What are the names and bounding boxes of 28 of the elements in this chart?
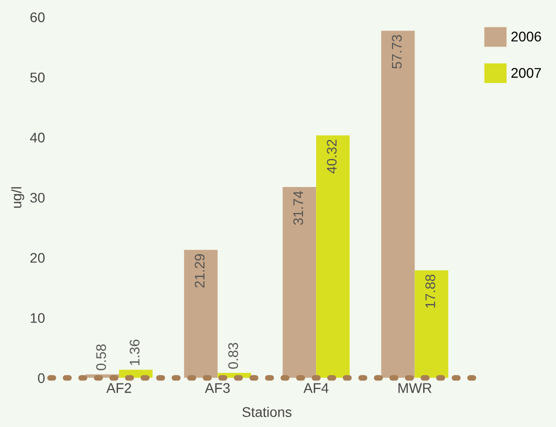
- y-tick-label: 50: [30, 72, 45, 82]
- data-label: 0.58: [96, 344, 106, 370]
- bar: [184, 250, 218, 378]
- y-axis-title: ug/l: [11, 187, 24, 208]
- bar: [316, 135, 350, 378]
- bar: [381, 30, 415, 378]
- x-tick-label: MWR: [398, 383, 432, 393]
- x-tick-label: AF4: [303, 383, 328, 393]
- bar: [282, 187, 316, 378]
- y-tick-label: 60: [30, 12, 45, 22]
- data-label: 31.74: [293, 191, 304, 225]
- x-tick-label: AF3: [204, 383, 230, 393]
- y-tick-label: 20: [30, 252, 45, 263]
- y-tick-label: 10: [30, 313, 45, 323]
- y-tick-label: 30: [30, 192, 45, 203]
- y-tick-label: 0: [38, 373, 45, 384]
- x-tick-label: AF2: [106, 383, 132, 393]
- legend-label: 2007: [511, 68, 541, 78]
- x-axis-title: Stations: [242, 406, 292, 418]
- data-label: 0.83: [228, 342, 238, 369]
- data-label: 40.32: [326, 140, 337, 174]
- legend-label: 2006: [511, 32, 542, 42]
- bar: [414, 270, 448, 378]
- data-label: 17.88: [425, 274, 436, 308]
- data-label: 21.29: [194, 254, 205, 288]
- y-tick-label: 40: [30, 132, 45, 143]
- data-label: 1.36: [130, 340, 140, 366]
- data-label: 57.73: [392, 34, 402, 69]
